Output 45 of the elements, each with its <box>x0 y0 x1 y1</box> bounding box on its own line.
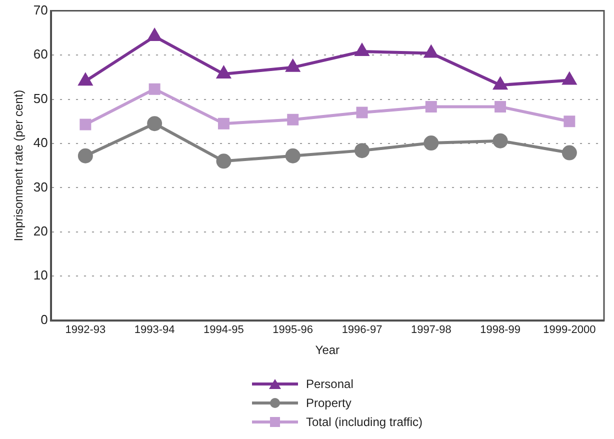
y-tick-label: 30 <box>33 179 48 194</box>
point <box>287 114 299 126</box>
x-axis-title: Year <box>315 343 340 358</box>
point <box>78 74 92 86</box>
x-tick-label: 1992-93 <box>65 324 106 336</box>
x-tick-label: 1998-99 <box>480 324 520 336</box>
x-tick-label: 1997-98 <box>410 324 452 336</box>
point <box>147 116 162 132</box>
x-tick-label: 1995-96 <box>272 324 314 336</box>
point <box>216 154 232 169</box>
point <box>425 101 437 113</box>
y-tick-label: 10 <box>33 268 48 283</box>
legend-label: Total (including traffic) <box>306 414 422 428</box>
point <box>78 148 93 164</box>
point <box>218 118 230 130</box>
point <box>494 78 507 90</box>
point <box>354 143 370 158</box>
y-tick-label: 50 <box>33 90 48 106</box>
point <box>562 72 576 85</box>
point <box>286 60 300 72</box>
point <box>494 101 506 113</box>
point <box>148 28 162 41</box>
point <box>217 66 230 79</box>
y-tick-label: 0 <box>40 312 48 327</box>
y-tick-label: 20 <box>33 224 48 239</box>
y-tick-label: 70 <box>33 2 48 18</box>
legend-label: Property <box>306 396 352 410</box>
point <box>148 83 160 95</box>
point <box>492 133 508 148</box>
x-tick-label: 1999-2000 <box>543 324 596 336</box>
x-tick-label: 1993-94 <box>134 324 175 336</box>
point <box>285 148 300 164</box>
y-axis-title: Imprisonment rate (per cent) <box>12 90 26 242</box>
point <box>424 136 439 151</box>
y-tick-label: 40 <box>33 135 48 150</box>
point <box>562 145 577 160</box>
point <box>564 116 576 128</box>
point <box>356 106 368 118</box>
x-tick-label: 1994-95 <box>204 324 244 336</box>
point <box>80 118 92 130</box>
point <box>355 44 369 56</box>
legend-label: Personal <box>306 376 354 390</box>
y-tick-label: 60 <box>33 46 48 62</box>
x-tick-label: 1996-97 <box>342 324 382 336</box>
point <box>424 46 438 58</box>
